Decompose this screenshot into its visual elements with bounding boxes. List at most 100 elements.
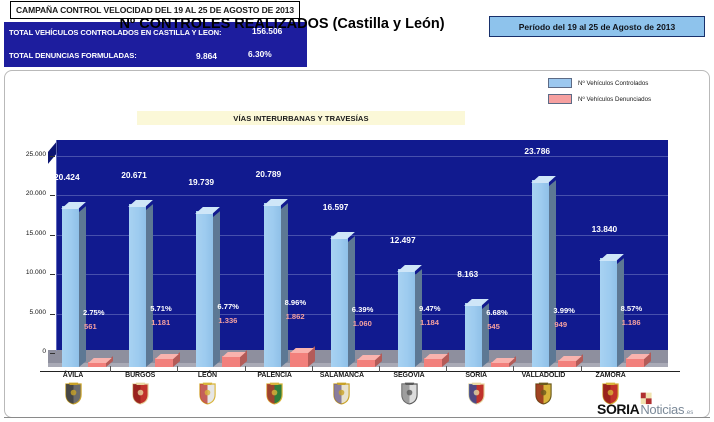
bar-side-face — [280, 203, 288, 367]
watermark-suffix: .es — [685, 410, 694, 416]
category-name: SALAMANCA — [319, 372, 364, 379]
watermark-primary: SORIA — [597, 401, 640, 417]
bar-front-face — [356, 358, 375, 367]
bar-front-face — [196, 211, 214, 367]
bar-front-face — [263, 203, 281, 367]
bar-value-label-controlados: 16.597 — [322, 202, 349, 213]
bar-percent-label: 2.75% — [83, 308, 105, 317]
bar-front-face — [625, 357, 644, 367]
y-axis-tick-label: 10.000 — [25, 269, 46, 277]
category-axis-tick — [244, 366, 246, 372]
bar-value-label-controlados: 23.786 — [524, 145, 551, 156]
bar-percent-label: 5.71% — [150, 303, 172, 313]
bar-controlados — [61, 202, 86, 367]
category-name: SEGOVIA — [393, 372, 425, 379]
category-label-group: BURGOS — [111, 372, 169, 410]
bar-front-face — [222, 356, 241, 367]
plot-left-axis — [56, 140, 57, 351]
watermark: SORIA Noticias .es — [597, 392, 694, 417]
category-name: SORIA — [465, 372, 488, 379]
campaign-title-banner: CAMPAÑA CONTROL VELOCIDAD DEL 19 AL 25 D… — [10, 1, 300, 19]
bar-front-face — [491, 362, 510, 367]
bar-controlados — [397, 264, 422, 367]
bar-value-label-denunciados: 1.060 — [352, 318, 372, 328]
gridline — [56, 156, 668, 157]
y-axis-tick — [50, 156, 55, 157]
legend-item-controlados: Nº Vehículos Controlados — [548, 78, 708, 88]
bar-denunciados — [625, 351, 651, 367]
category-name: ZAMORA — [595, 372, 626, 379]
bar-value-label-denunciados: 1.862 — [285, 312, 305, 322]
legend-swatch-red-icon — [548, 94, 572, 104]
bar-front-face — [398, 268, 415, 367]
gridline — [56, 274, 668, 276]
category-axis-tick — [177, 366, 179, 372]
total-controlled-label: TOTAL VEHÍCULOS CONTROLADOS EN CASTILLA … — [9, 28, 222, 37]
watermark-secondary: Noticias — [640, 402, 685, 417]
coat-of-arms-icon — [535, 382, 552, 405]
y-axis-tick — [50, 353, 55, 354]
coat-of-arms-icon — [199, 382, 216, 405]
legend-label-denunciados: Nº Vehículos Denunciados — [578, 95, 652, 103]
category-name: ÁVILA — [62, 372, 84, 379]
bar-percent-label: 6.39% — [351, 304, 374, 314]
total-controlled-value: 156.506 — [252, 26, 283, 36]
bar-denunciados — [88, 356, 113, 367]
category-axis-tick — [110, 366, 112, 372]
bar-value-label-denunciados: 1.186 — [621, 317, 641, 327]
category-axis-tick — [580, 366, 582, 372]
bar-value-label-controlados: 19.739 — [188, 177, 215, 188]
coat-of-arms-icon — [64, 382, 82, 405]
chart-legend: Nº Vehículos Controlados Nº Vehículos De… — [548, 78, 708, 110]
y-axis-tick-label: 25.000 — [25, 151, 46, 158]
bar-front-face — [289, 352, 308, 367]
bar-value-label-denunciados: 1.184 — [420, 317, 440, 327]
bar-value-label-denunciados: 1.181 — [151, 317, 171, 327]
y-axis-tick-label: 0 — [42, 348, 46, 355]
total-denuncias-label: TOTAL DENUNCIAS FORMULADAS: — [9, 51, 137, 60]
chart-subtitle-text: VÍAS INTERURBANAS Y TRAVESÍAS — [233, 113, 369, 123]
coat-of-arms-icon — [266, 382, 283, 405]
bar-side-face — [347, 236, 355, 367]
category-axis-tick — [311, 366, 313, 372]
bar-controlados — [329, 232, 355, 367]
category-name: PALENCIA — [257, 372, 292, 379]
bar-denunciados — [222, 350, 248, 367]
category-axis-tick — [379, 366, 380, 372]
chart-title: Nº CONTROLES REALIZADOS (Castilla y León… — [119, 16, 445, 32]
bar-denunciados — [155, 351, 181, 367]
coat-of-arms-icon — [400, 382, 418, 405]
category-name: BURGOS — [125, 372, 156, 379]
coat-of-arms-icon — [602, 382, 619, 405]
y-axis-tick-label: 15.000 — [25, 229, 46, 237]
bar-value-label-denunciados: 1.336 — [218, 316, 238, 326]
bar-side-face — [213, 211, 221, 367]
bar-front-face — [155, 357, 174, 367]
category-axis-line — [40, 371, 680, 372]
bar-percent-label: 8.57% — [620, 303, 643, 313]
y-axis-tick — [50, 313, 55, 315]
bar-denunciados — [491, 356, 517, 367]
bar-value-label-controlados: 13.840 — [591, 223, 618, 234]
category-label-group: PALENCIA — [246, 372, 304, 410]
category-axis: ÁVILA BURGOS LEÓN PALENCIA SALAMANCA SEGOVIA S… — [48, 372, 668, 418]
gridline — [56, 313, 668, 315]
bar-value-label-controlados: 20.424 — [54, 172, 80, 183]
bar-side-face — [549, 179, 557, 367]
bar-value-label-controlados: 12.497 — [390, 234, 416, 245]
bar-side-face — [79, 206, 86, 367]
bar-front-face — [465, 302, 483, 367]
bar-value-label-controlados: 8.163 — [457, 268, 479, 279]
bar-percent-label: 3.99% — [553, 305, 575, 315]
bar-value-label-denunciados: 545 — [487, 322, 500, 331]
bar-side-face — [146, 204, 154, 367]
category-label-group: LEÓN — [178, 372, 236, 410]
total-denuncias-percent: 6.30% — [248, 49, 272, 59]
category-axis-tick — [513, 366, 515, 372]
y-axis-tick-label: 5.000 — [29, 308, 46, 316]
plot-back-wall — [56, 140, 668, 351]
category-label-group: SORIA — [447, 372, 505, 410]
bar-controlados — [531, 175, 557, 367]
y-axis-tick-label: 20.000 — [25, 190, 46, 198]
bottom-divider — [4, 417, 710, 418]
